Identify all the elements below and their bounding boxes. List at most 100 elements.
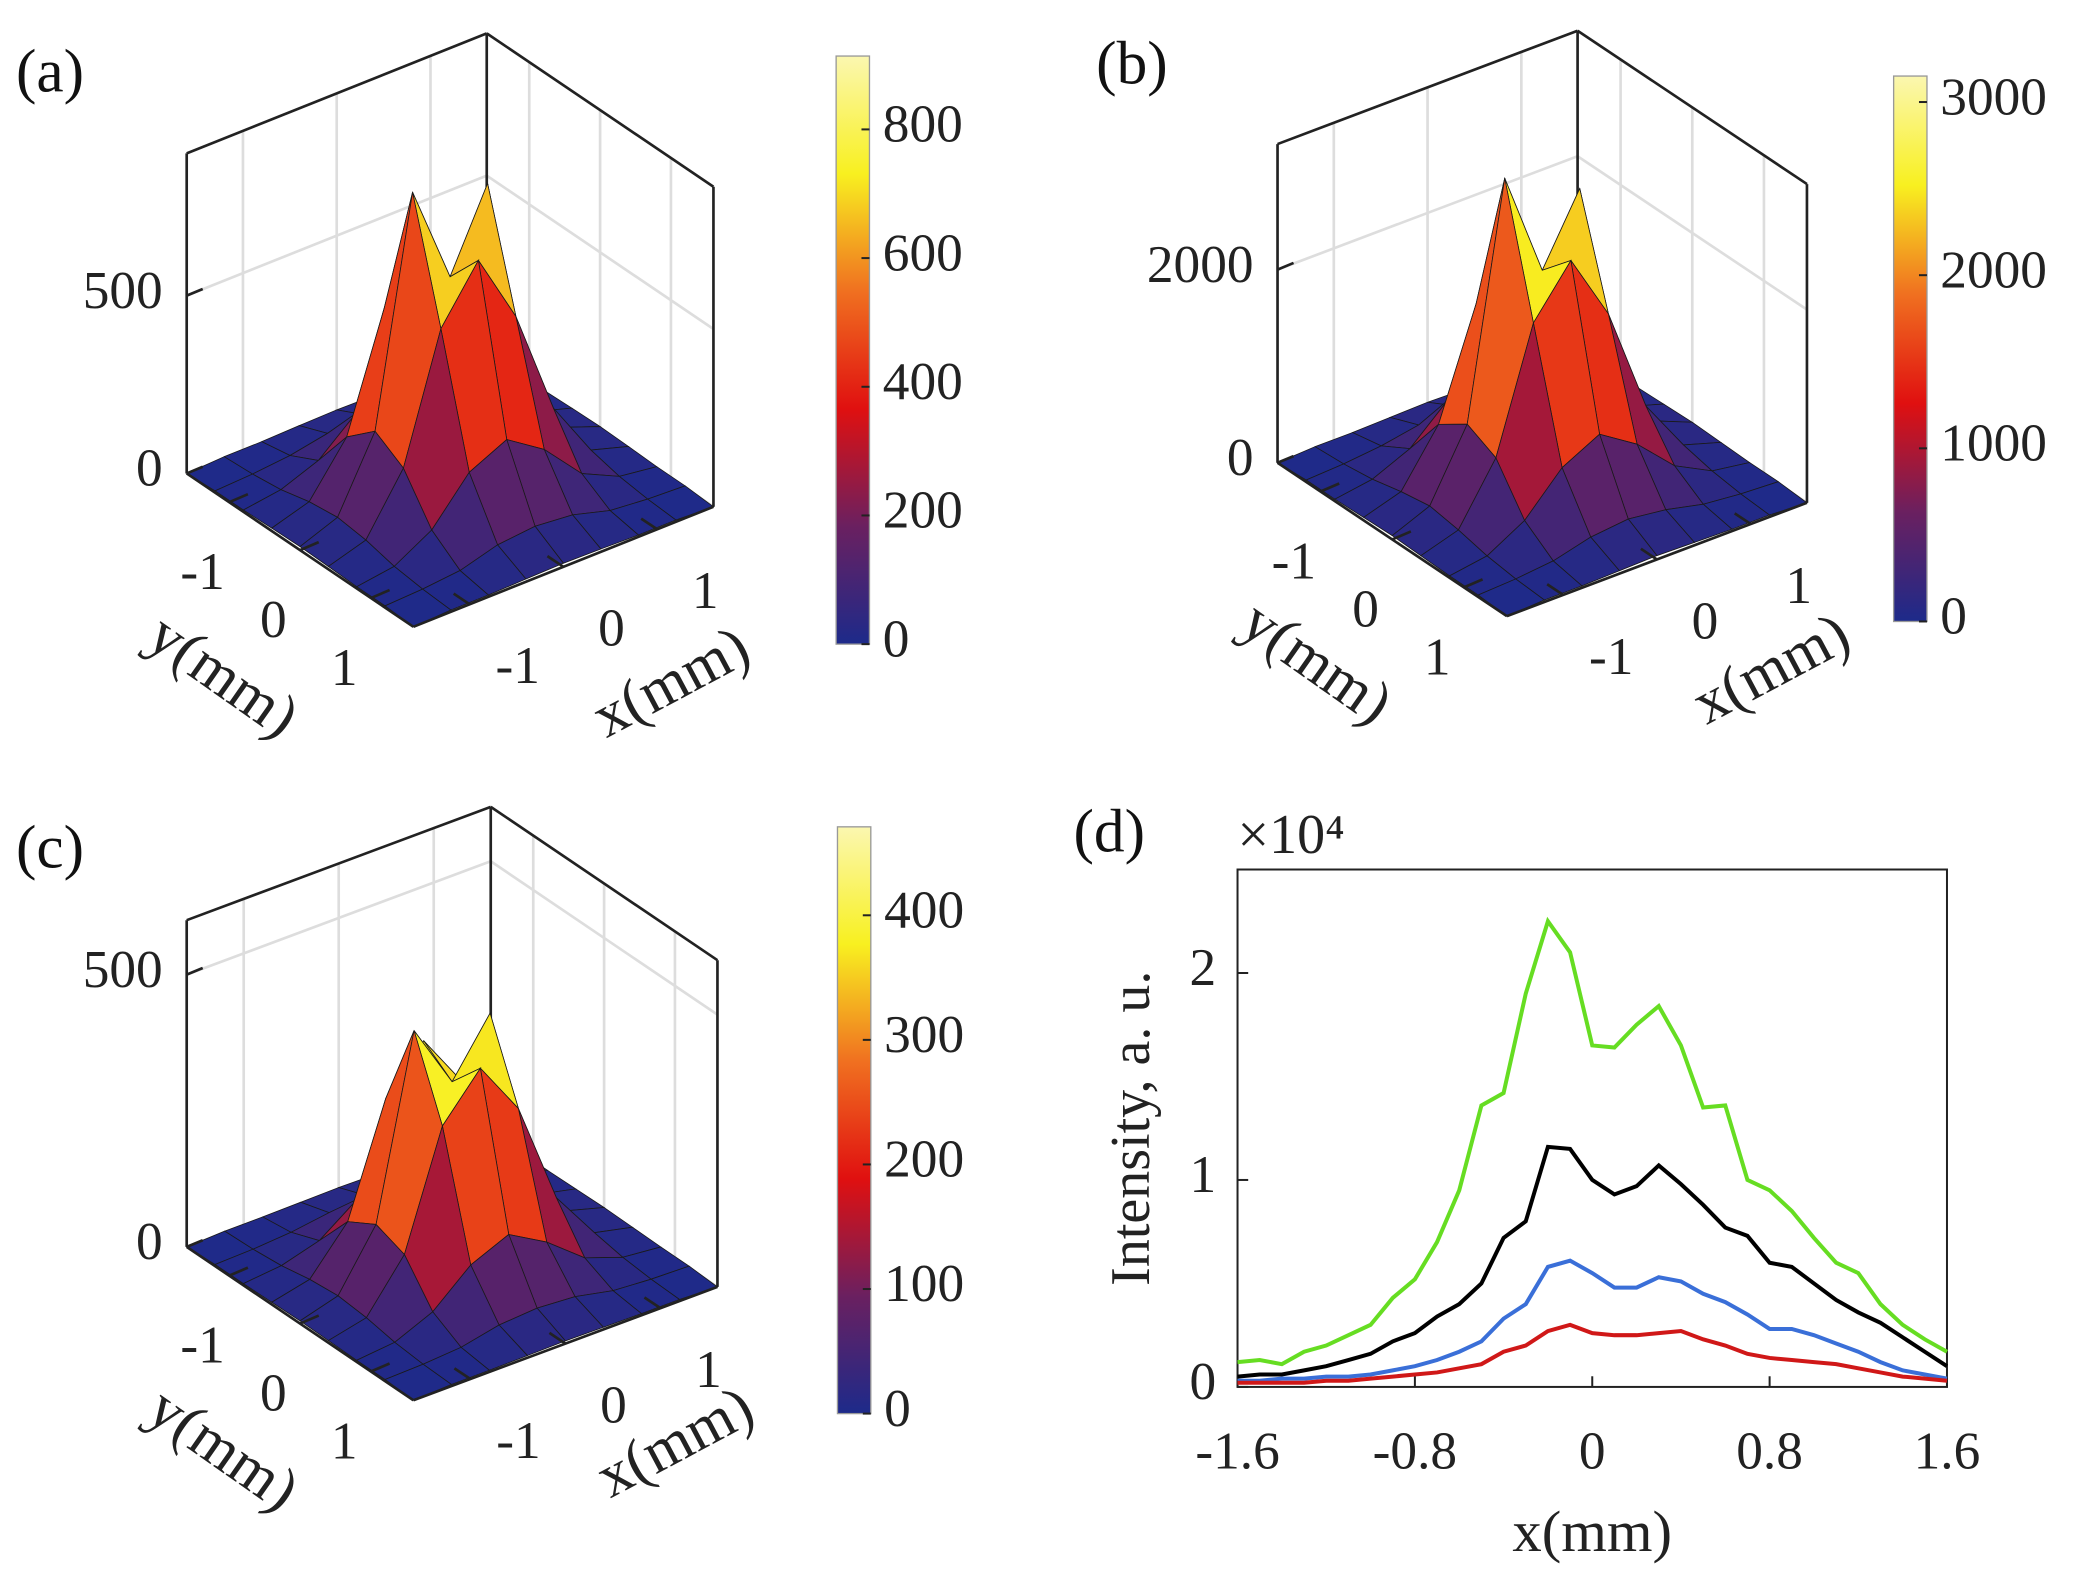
colorbar-tick-label: 0 [883, 608, 910, 668]
tick-mark [643, 1296, 662, 1310]
colorbar-tick-label: 200 [883, 480, 963, 540]
colorbar-tick-label: 600 [883, 222, 963, 282]
z-tick-label: 0 [136, 1211, 163, 1271]
surface [185, 1011, 719, 1401]
x-tick-label: -1 [495, 635, 539, 695]
z-tick-label: 500 [83, 939, 163, 999]
x-tick-label: 0 [1579, 1421, 1606, 1481]
axis-edge [1576, 29, 1808, 186]
line-series [1237, 1322, 1948, 1385]
tick-mark [453, 1367, 472, 1381]
colorbar-tick-label: 300 [884, 1004, 964, 1064]
x-tick-label: 1 [692, 560, 719, 620]
axis-edge [185, 472, 415, 628]
grid-line [1576, 155, 1808, 311]
panel-label: (d) [1074, 798, 1146, 866]
axis-edge [485, 32, 715, 188]
x-tick-label: 1.6 [1914, 1421, 1981, 1481]
tick-mark [452, 592, 471, 606]
grid-line [186, 860, 492, 976]
grid-line [186, 174, 488, 297]
x-tick-label: 0 [598, 598, 625, 658]
colorbar-tick-label: 0 [884, 1378, 911, 1438]
x-tick-label: 1 [695, 1339, 722, 1399]
tick-mark [186, 1239, 204, 1249]
y-tick-label: 2 [1190, 937, 1217, 997]
tick-mark [1277, 261, 1295, 271]
grid-line [1277, 155, 1579, 271]
panel-label: (a) [16, 37, 84, 105]
axis-edge [186, 805, 492, 922]
y-axis-label: Intensity, a. u. [1100, 971, 1162, 1286]
y-tick-label: -1 [1272, 530, 1316, 590]
surface [1276, 176, 1808, 617]
line-series [1237, 1144, 1949, 1379]
tick-mark [1640, 547, 1658, 561]
z-tick-label: 0 [136, 438, 163, 498]
y-tick-label: -1 [180, 541, 224, 601]
tick-mark [370, 588, 391, 600]
x-tick-label: 0 [600, 1375, 627, 1435]
z-tick-label: 2000 [1147, 234, 1254, 294]
tick-mark [548, 1331, 567, 1345]
y-tick-label: 0 [1352, 578, 1379, 638]
colorbar-tick-label: 400 [884, 880, 964, 940]
tick-mark [1463, 578, 1484, 589]
y-tick-label: 1 [331, 1410, 358, 1470]
y-tick-label: 0 [260, 589, 287, 649]
plot-frame [1236, 868, 1948, 1388]
x-tick-label: 0 [1692, 590, 1719, 650]
tick-mark [1277, 454, 1295, 465]
colorbar [836, 826, 872, 1415]
colorbar [835, 55, 871, 645]
grid-line [489, 860, 719, 1016]
tick-mark [1546, 583, 1564, 596]
tick-mark [640, 517, 658, 531]
x-tick-label: -1 [1589, 626, 1633, 686]
tick-mark [1391, 530, 1412, 541]
line-series [1237, 1258, 1948, 1383]
x-tick-label: 0.8 [1736, 1421, 1803, 1481]
panel-label: (c) [16, 814, 84, 882]
x-tick-label: -1.6 [1195, 1421, 1279, 1481]
y-tick-label: 1 [1424, 626, 1451, 686]
y-tick-label: 0 [1190, 1351, 1217, 1411]
tick-mark [299, 540, 320, 552]
panel-label: (b) [1096, 29, 1168, 97]
tick-mark [299, 1314, 320, 1325]
y-tick-label: -1 [180, 1315, 224, 1375]
colorbar-tick-label: 2000 [1940, 239, 2047, 299]
z-tick-label: 0 [1227, 427, 1254, 487]
colorbar-tick-label: 3000 [1940, 66, 2047, 126]
axis-edge [412, 1285, 718, 1402]
colorbar-tick-label: 400 [883, 351, 963, 411]
tick-mark [546, 555, 565, 568]
tick-mark [228, 492, 249, 504]
tick-mark [186, 465, 204, 475]
tick-mark [186, 966, 204, 976]
x-tick-label: -1 [496, 1410, 540, 1470]
colorbar-tick-label: 1000 [1940, 413, 2047, 473]
axis-edge [1277, 29, 1579, 146]
tick-mark [1320, 482, 1340, 493]
colorbar-tick-label: 200 [884, 1129, 964, 1189]
surface [185, 182, 715, 628]
x-tick-label: -0.8 [1373, 1421, 1457, 1481]
colorbar-tick-label: 0 [1940, 586, 1967, 646]
tick-mark [228, 1266, 249, 1277]
colorbar-tick-label: 800 [883, 94, 963, 154]
tick-mark [370, 1362, 391, 1373]
axis-edge [489, 805, 719, 962]
colorbar [1892, 75, 1928, 623]
x-tick-label: 1 [1785, 555, 1812, 615]
colorbar-tick-label: 100 [884, 1253, 964, 1313]
y-multiplier: ×10⁴ [1238, 804, 1345, 866]
tick-mark [186, 287, 204, 297]
y-tick-label: 1 [1190, 1144, 1217, 1204]
line-series [1237, 916, 1948, 1367]
z-tick-label: 500 [83, 260, 163, 320]
y-tick-label: 0 [260, 1362, 287, 1422]
tick-mark [1733, 512, 1752, 526]
